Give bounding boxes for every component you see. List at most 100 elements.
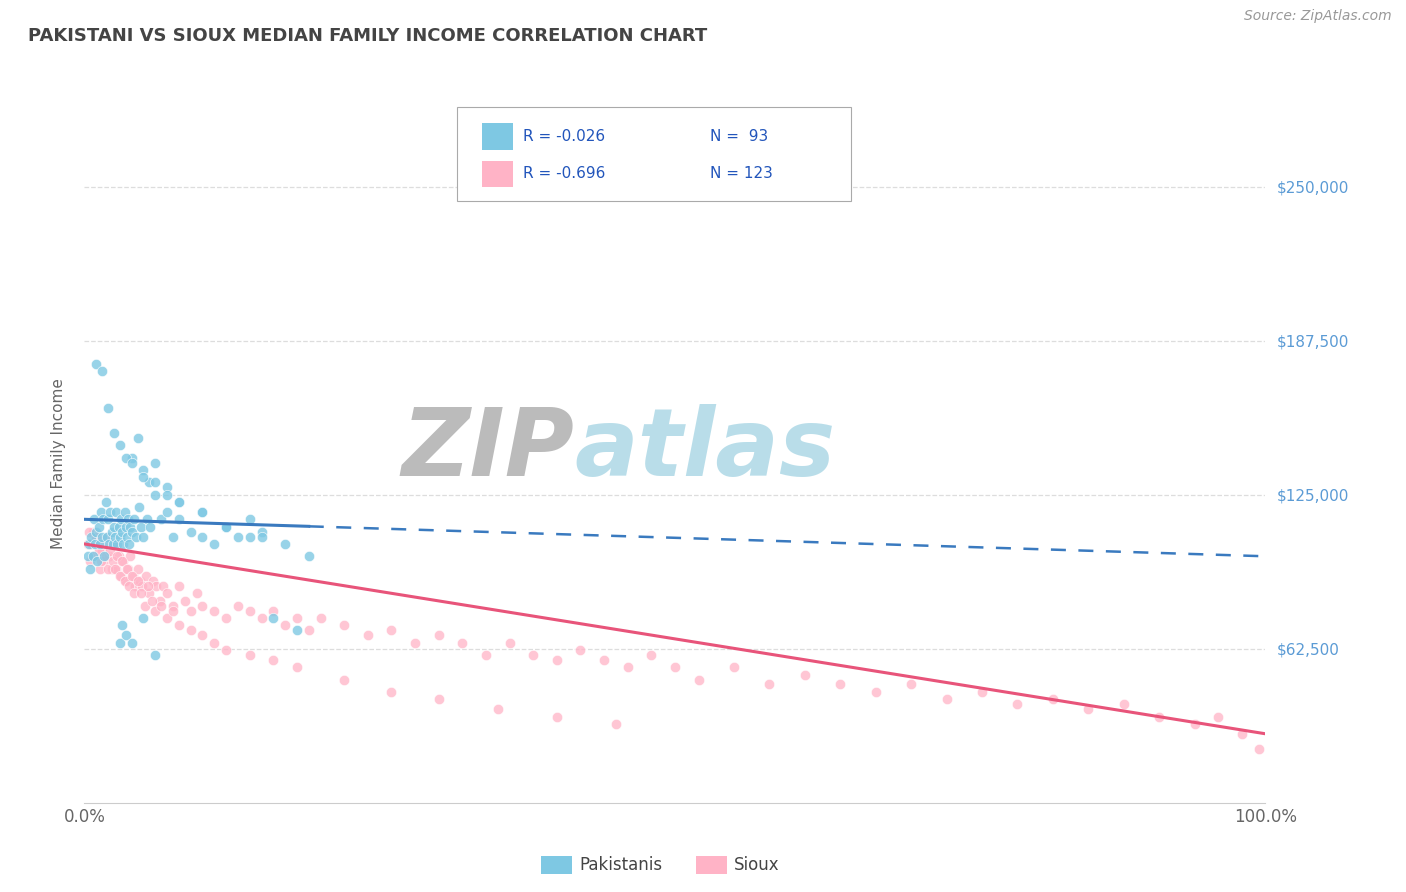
Point bbox=[96, 530, 118, 544]
Text: Pakistanis: Pakistanis bbox=[579, 856, 662, 874]
Point bbox=[138, 586, 160, 600]
Point bbox=[167, 512, 190, 526]
Point bbox=[118, 537, 141, 551]
Point bbox=[900, 677, 922, 691]
Text: atlas: atlas bbox=[575, 404, 835, 496]
Point bbox=[121, 456, 143, 470]
Point bbox=[1112, 697, 1135, 711]
Point bbox=[98, 544, 121, 558]
Point bbox=[115, 561, 138, 575]
Point bbox=[107, 519, 129, 533]
Point bbox=[250, 611, 273, 625]
Point bbox=[274, 618, 297, 632]
Point bbox=[546, 653, 568, 667]
Point bbox=[143, 648, 166, 662]
Point bbox=[215, 611, 238, 625]
Point bbox=[96, 530, 118, 544]
Text: R = -0.696: R = -0.696 bbox=[523, 167, 606, 181]
Point bbox=[111, 554, 134, 568]
Point bbox=[274, 537, 297, 551]
Point bbox=[136, 579, 159, 593]
Point bbox=[89, 561, 111, 575]
Point bbox=[427, 692, 450, 706]
Point bbox=[605, 717, 627, 731]
Point bbox=[167, 495, 190, 509]
Point bbox=[162, 603, 184, 617]
Point bbox=[93, 549, 115, 564]
Point bbox=[150, 512, 173, 526]
Point bbox=[114, 505, 136, 519]
Point bbox=[91, 530, 114, 544]
Point bbox=[101, 554, 124, 568]
Point bbox=[79, 561, 101, 575]
Point bbox=[202, 635, 225, 649]
Point bbox=[333, 618, 356, 632]
Point bbox=[132, 530, 155, 544]
Point bbox=[865, 685, 887, 699]
Point bbox=[357, 628, 380, 642]
Point bbox=[143, 603, 166, 617]
Point bbox=[121, 450, 143, 465]
Point bbox=[125, 530, 148, 544]
Point bbox=[121, 524, 143, 539]
Point bbox=[333, 673, 356, 687]
Point bbox=[830, 677, 852, 691]
Point bbox=[84, 357, 107, 371]
Point bbox=[108, 530, 131, 544]
Point bbox=[141, 593, 163, 607]
Point bbox=[77, 524, 100, 539]
Point bbox=[156, 586, 179, 600]
Point bbox=[380, 624, 402, 638]
Point bbox=[100, 524, 122, 539]
Point bbox=[149, 593, 172, 607]
Point bbox=[105, 561, 128, 575]
Point bbox=[298, 549, 321, 564]
Point bbox=[79, 554, 101, 568]
Point bbox=[120, 519, 142, 533]
Point bbox=[167, 579, 190, 593]
Point bbox=[120, 549, 142, 564]
Point bbox=[1206, 709, 1229, 723]
Point bbox=[152, 579, 174, 593]
Point bbox=[91, 364, 114, 378]
Point bbox=[522, 648, 544, 662]
Point bbox=[285, 624, 308, 638]
Point bbox=[1077, 702, 1099, 716]
Text: Source: ZipAtlas.com: Source: ZipAtlas.com bbox=[1244, 9, 1392, 23]
Point bbox=[180, 524, 202, 539]
Point bbox=[77, 537, 100, 551]
Point bbox=[94, 549, 117, 564]
Point bbox=[145, 579, 167, 593]
Point bbox=[215, 519, 238, 533]
Point bbox=[91, 512, 114, 526]
Point bbox=[404, 635, 426, 649]
Point bbox=[107, 549, 129, 564]
Point bbox=[132, 470, 155, 484]
Point bbox=[103, 425, 125, 440]
Point bbox=[156, 488, 179, 502]
Point bbox=[1184, 717, 1206, 731]
Point bbox=[162, 599, 184, 613]
Point bbox=[97, 561, 120, 575]
Point bbox=[111, 524, 134, 539]
Point bbox=[124, 579, 146, 593]
Point bbox=[498, 635, 520, 649]
Point bbox=[84, 524, 107, 539]
Point bbox=[156, 480, 179, 494]
Point bbox=[114, 450, 136, 465]
Point bbox=[793, 667, 815, 681]
Point bbox=[616, 660, 638, 674]
Point bbox=[262, 611, 284, 625]
Point bbox=[298, 624, 321, 638]
Point bbox=[239, 530, 262, 544]
Point bbox=[309, 611, 332, 625]
Point bbox=[186, 586, 208, 600]
Point bbox=[142, 574, 165, 588]
Text: ZIP: ZIP bbox=[402, 404, 575, 496]
Point bbox=[173, 593, 195, 607]
Point bbox=[117, 512, 139, 526]
Point bbox=[640, 648, 662, 662]
Point bbox=[112, 537, 135, 551]
Point bbox=[1249, 741, 1271, 756]
Point bbox=[114, 574, 136, 588]
